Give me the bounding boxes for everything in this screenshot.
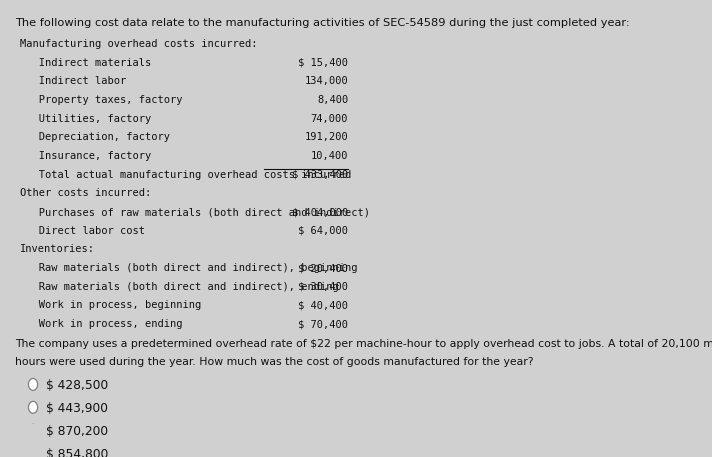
Text: Utilities, factory: Utilities, factory (21, 114, 152, 124)
Text: Raw materials (both direct and indirect), ending: Raw materials (both direct and indirect)… (21, 282, 339, 292)
Text: Purchases of raw materials (both direct and indirect): Purchases of raw materials (both direct … (21, 207, 370, 217)
Text: $ 70,400: $ 70,400 (298, 319, 348, 329)
Text: $ 15,400: $ 15,400 (298, 58, 348, 68)
Ellipse shape (28, 424, 38, 436)
Text: Manufacturing overhead costs incurred:: Manufacturing overhead costs incurred: (21, 39, 258, 49)
Text: Total actual manufacturing overhead costs incurred: Total actual manufacturing overhead cost… (21, 170, 352, 180)
Text: $ 20,400: $ 20,400 (298, 263, 348, 273)
Text: Inventories:: Inventories: (21, 244, 95, 255)
Text: $ 433,400: $ 433,400 (292, 170, 348, 180)
Text: Direct labor cost: Direct labor cost (21, 226, 145, 236)
Text: Indirect labor: Indirect labor (21, 76, 127, 86)
Text: Raw materials (both direct and indirect), beginning: Raw materials (both direct and indirect)… (21, 263, 358, 273)
Text: 8,400: 8,400 (317, 95, 348, 105)
Text: 74,000: 74,000 (310, 114, 348, 124)
Text: The following cost data relate to the manufacturing activities of SEC-54589 duri: The following cost data relate to the ma… (15, 18, 630, 28)
Text: $ 428,500: $ 428,500 (46, 379, 108, 392)
Text: hours were used during the year. How much was the cost of goods manufactured for: hours were used during the year. How muc… (15, 357, 534, 367)
Text: $ 443,900: $ 443,900 (46, 402, 108, 415)
Text: Depreciation, factory: Depreciation, factory (21, 133, 170, 143)
Text: Work in process, ending: Work in process, ending (21, 319, 183, 329)
Ellipse shape (28, 378, 38, 390)
Ellipse shape (28, 401, 38, 413)
Text: $ 30,400: $ 30,400 (298, 282, 348, 292)
Text: The company uses a predetermined overhead rate of $22 per machine-hour to apply : The company uses a predetermined overhea… (15, 340, 712, 350)
Text: $ 40,400: $ 40,400 (298, 300, 348, 310)
Text: $ 64,000: $ 64,000 (298, 226, 348, 236)
Text: $ 870,200: $ 870,200 (46, 425, 108, 438)
Ellipse shape (28, 447, 38, 457)
Text: Indirect materials: Indirect materials (21, 58, 152, 68)
Text: Property taxes, factory: Property taxes, factory (21, 95, 183, 105)
Text: Work in process, beginning: Work in process, beginning (21, 300, 201, 310)
Text: Other costs incurred:: Other costs incurred: (21, 188, 152, 198)
Text: $ 854,800: $ 854,800 (46, 448, 108, 457)
Text: $ 404,000: $ 404,000 (292, 207, 348, 217)
Text: 191,200: 191,200 (305, 133, 348, 143)
Text: 10,400: 10,400 (310, 151, 348, 161)
Text: Insurance, factory: Insurance, factory (21, 151, 152, 161)
Text: 134,000: 134,000 (305, 76, 348, 86)
